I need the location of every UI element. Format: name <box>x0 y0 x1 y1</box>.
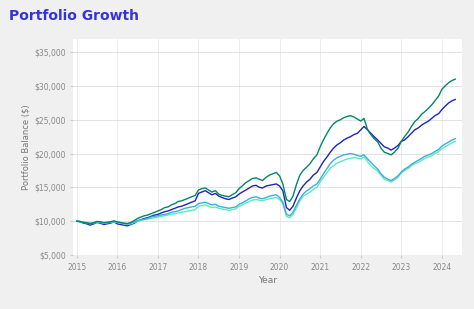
SPDR S&P 500 ETF Trust <box>87 222 93 226</box>
Legend: Berkshire Hathaway, Fidelity Equity Dividend, Invesco Large Cap Value, SPDR S&P : Berkshire Hathaway, Fidelity Equity Divi… <box>68 306 467 309</box>
Invesco Large Cap Value <box>87 221 93 225</box>
SPDR S&P 500 ETF Trust <box>84 221 90 225</box>
Invesco Large Cap Value <box>199 201 204 205</box>
Invesco Large Cap Value <box>361 153 367 157</box>
Invesco Large Cap Value <box>125 222 130 226</box>
Berkshire Hathaway <box>429 116 435 120</box>
Fidelity Equity Dividend <box>125 223 130 226</box>
Invesco Large Cap Value <box>452 137 458 141</box>
Invesco Large Cap Value <box>74 219 80 223</box>
Y-axis label: Portfolio Balance ($): Portfolio Balance ($) <box>21 104 30 190</box>
Fidelity Equity Dividend <box>74 219 80 223</box>
Berkshire Hathaway <box>87 223 93 227</box>
Fidelity Equity Dividend <box>452 140 458 143</box>
Berkshire Hathaway <box>199 190 204 194</box>
Invesco Large Cap Value <box>84 221 90 224</box>
Berkshire Hathaway <box>84 222 90 226</box>
Line: Berkshire Hathaway: Berkshire Hathaway <box>77 99 455 226</box>
Fidelity Equity Dividend <box>429 154 435 157</box>
Berkshire Hathaway <box>392 146 397 150</box>
Berkshire Hathaway <box>452 98 458 101</box>
SPDR S&P 500 ETF Trust <box>429 103 435 107</box>
SPDR S&P 500 ETF Trust <box>452 77 458 81</box>
Fidelity Equity Dividend <box>361 155 367 159</box>
SPDR S&P 500 ETF Trust <box>199 187 204 191</box>
Berkshire Hathaway <box>361 125 367 128</box>
Line: Invesco Large Cap Value: Invesco Large Cap Value <box>77 139 455 224</box>
SPDR S&P 500 ETF Trust <box>392 150 397 154</box>
Fidelity Equity Dividend <box>392 178 397 182</box>
SPDR S&P 500 ETF Trust <box>91 221 97 225</box>
SPDR S&P 500 ETF Trust <box>74 219 80 223</box>
Invesco Large Cap Value <box>392 177 397 180</box>
SPDR S&P 500 ETF Trust <box>361 116 367 120</box>
Invesco Large Cap Value <box>429 152 435 155</box>
Fidelity Equity Dividend <box>84 221 90 225</box>
Line: Fidelity Equity Dividend: Fidelity Equity Dividend <box>77 142 455 225</box>
Berkshire Hathaway <box>125 224 130 228</box>
Fidelity Equity Dividend <box>199 204 204 207</box>
Berkshire Hathaway <box>74 219 80 223</box>
X-axis label: Year: Year <box>258 276 277 285</box>
Fidelity Equity Dividend <box>87 222 93 226</box>
Text: Portfolio Growth: Portfolio Growth <box>9 9 139 23</box>
Line: SPDR S&P 500 ETF Trust: SPDR S&P 500 ETF Trust <box>77 79 455 224</box>
